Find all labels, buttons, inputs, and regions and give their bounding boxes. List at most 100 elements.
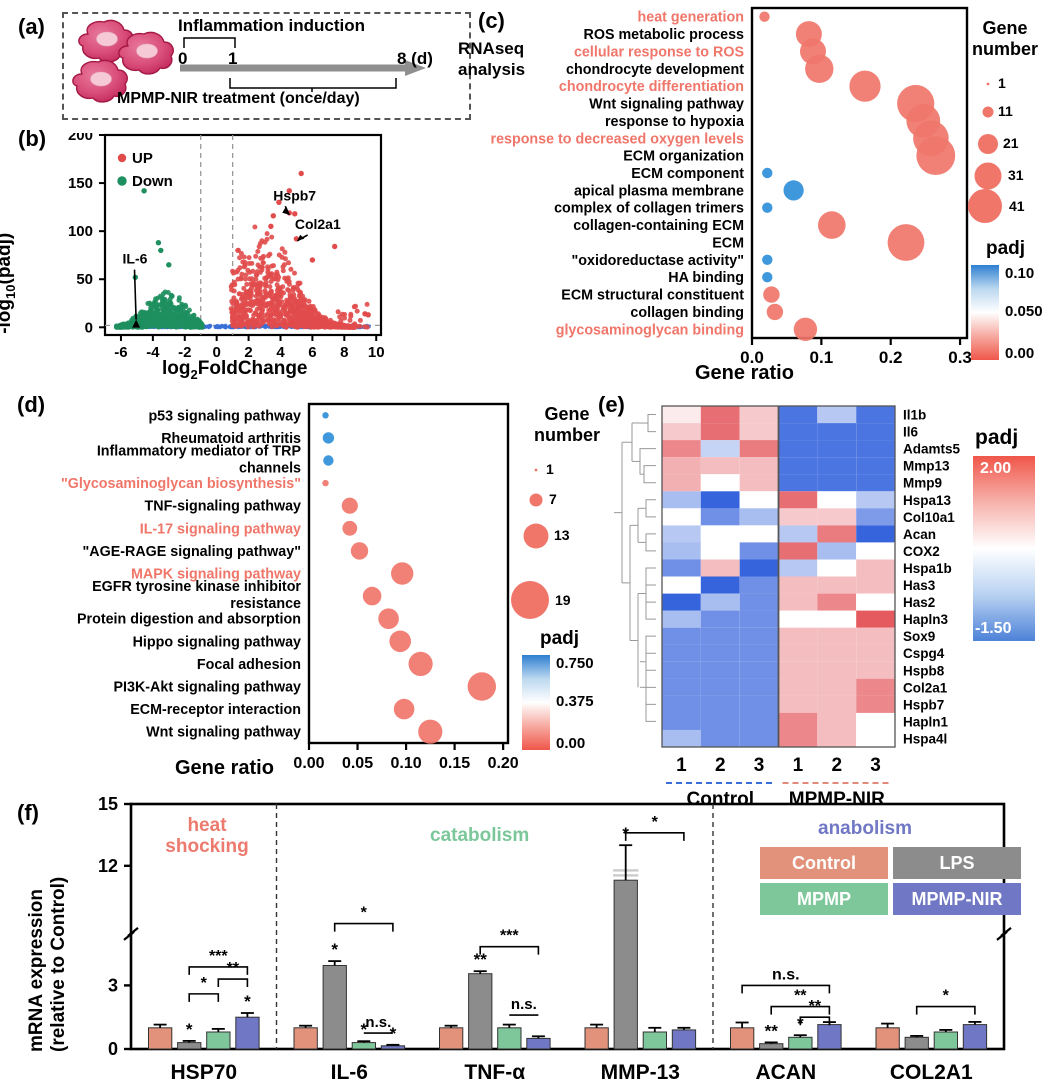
svg-text:Inflammatory mediator of TRP: Inflammatory mediator of TRP [97,444,302,460]
svg-text:Il6: Il6 [903,425,919,440]
svg-text:TNF-signaling pathway: TNF-signaling pathway [145,499,302,515]
svg-text:HA binding: HA binding [668,270,744,286]
svg-text:glycosaminoglycan binding: glycosaminoglycan binding [556,322,744,338]
svg-text:**: ** [765,1021,779,1040]
svg-text:6: 6 [308,344,316,361]
svg-text:Il1b: Il1b [903,408,926,423]
svg-text:1: 1 [676,755,687,776]
svg-text:Hapln1: Hapln1 [903,714,949,729]
svg-text:21: 21 [1003,135,1019,151]
svg-text:0.10: 0.10 [391,755,422,772]
svg-text:ACAN: ACAN [755,1061,816,1084]
svg-text:Control: Control [687,789,755,810]
svg-text:"oxidoreductase activity": "oxidoreductase activity" [572,253,744,269]
svg-text:41: 41 [1009,198,1025,214]
svg-text:Has3: Has3 [903,578,936,593]
svg-text:n.s.: n.s. [511,996,537,1013]
svg-text:response to decreased oxygen l: response to decreased oxygen levels [491,131,745,147]
svg-text:IL-6: IL-6 [331,1061,368,1084]
svg-text:0.1: 0.1 [810,348,834,367]
svg-text:Mmp13: Mmp13 [903,459,950,474]
svg-text:-6: -6 [114,344,127,361]
svg-text:*: * [186,1020,193,1039]
svg-text:channels: channels [239,461,301,477]
svg-text:**: ** [227,960,240,977]
svg-text:IL-6: IL-6 [123,251,148,267]
svg-text:*: * [244,992,251,1011]
svg-text:COL2A1: COL2A1 [890,1061,973,1084]
svg-text:Sox9: Sox9 [903,629,935,644]
svg-text:12: 12 [98,856,118,876]
svg-text:PI3K-Akt signaling pathway: PI3K-Akt signaling pathway [114,680,302,696]
svg-text:COX2: COX2 [903,544,940,559]
svg-text:TNF-α: TNF-α [464,1061,525,1084]
svg-text:Col10a1: Col10a1 [903,510,955,525]
svg-text:EGFR tyrosine kinase inhibitor: EGFR tyrosine kinase inhibitor [92,579,301,595]
svg-text:MPMP-NIR: MPMP-NIR [789,789,885,810]
svg-text:Focal adhesion: Focal adhesion [197,657,301,673]
svg-text:ECM: ECM [712,235,744,251]
svg-text:ECM structural constituent: ECM structural constituent [561,288,744,304]
svg-text:*: * [652,814,659,831]
svg-text:Hapln3: Hapln3 [903,612,949,627]
svg-text:Hspb7: Hspb7 [273,187,316,203]
svg-text:MMP-13: MMP-13 [601,1061,680,1084]
svg-text:ROS metabolic process: ROS metabolic process [584,27,745,43]
svg-text:200: 200 [68,133,93,144]
svg-text:collagen binding: collagen binding [630,305,744,321]
svg-text:***: *** [209,948,228,965]
svg-text:1: 1 [546,461,554,477]
svg-text:UP: UP [132,150,153,167]
svg-text:0.3: 0.3 [948,348,972,367]
svg-text:ECM-receptor interaction: ECM-receptor interaction [130,702,301,718]
svg-text:0.2: 0.2 [879,348,903,367]
svg-text:*: * [943,988,950,1005]
svg-text:Hspa4l: Hspa4l [903,732,947,747]
svg-text:ECM component: ECM component [631,166,744,182]
svg-text:**: ** [809,998,822,1015]
svg-text:chondrocyte differentiation: chondrocyte differentiation [559,79,744,95]
svg-text:3: 3 [870,755,881,776]
svg-text:3: 3 [108,975,118,995]
svg-text:Acan: Acan [903,527,936,542]
svg-text:"Glycosaminoglycan biosynthesi: "Glycosaminoglycan biosynthesis" [61,476,301,492]
svg-text:Down: Down [132,173,173,190]
svg-text:-4: -4 [146,344,160,361]
svg-text:"AGE-RAGE signaling pathway": "AGE-RAGE signaling pathway" [82,544,301,560]
svg-text:resistance: resistance [230,596,301,612]
svg-text:2: 2 [832,755,843,776]
svg-text:complex of collagen trimers: complex of collagen trimers [554,201,744,217]
svg-text:heat generation: heat generation [638,10,744,26]
svg-text:cellular response to ROS: cellular response to ROS [574,44,744,60]
svg-text:0.15: 0.15 [439,755,470,772]
svg-text:Has2: Has2 [903,595,935,610]
svg-text:31: 31 [1008,167,1024,183]
svg-text:Wnt signaling pathway: Wnt signaling pathway [589,97,744,113]
svg-text:Hspb7: Hspb7 [903,697,944,712]
svg-text:11: 11 [998,103,1013,119]
svg-text:Hspb8: Hspb8 [903,663,945,678]
svg-text:0.00: 0.00 [293,755,324,772]
svg-text:Mmp9: Mmp9 [903,476,942,491]
svg-text:ECM organization: ECM organization [623,149,744,165]
svg-text:0: 0 [108,1039,118,1059]
svg-text:2: 2 [715,755,726,776]
svg-text:1: 1 [793,755,804,776]
svg-text:0.20: 0.20 [488,755,519,772]
svg-text:19: 19 [555,592,571,608]
svg-text:**: ** [794,988,807,1005]
svg-text:Cspg4: Cspg4 [903,646,945,661]
svg-text:response to hypoxia: response to hypoxia [605,114,745,130]
svg-text:15: 15 [98,795,118,814]
svg-text:Adamts5: Adamts5 [903,442,961,457]
svg-text:IL-17 signaling pathway: IL-17 signaling pathway [140,521,301,537]
svg-text:*: * [201,975,208,992]
svg-text:3: 3 [754,755,765,776]
svg-text:Col2a1: Col2a1 [903,680,948,695]
svg-text:0.05: 0.05 [342,755,373,772]
svg-text:collagen-containing ECM: collagen-containing ECM [573,218,744,234]
svg-text:*: * [331,940,338,959]
svg-text:Protein digestion and absorpti: Protein digestion and absorption [77,612,301,628]
svg-text:HSP70: HSP70 [171,1061,238,1084]
svg-text:150: 150 [68,175,93,192]
